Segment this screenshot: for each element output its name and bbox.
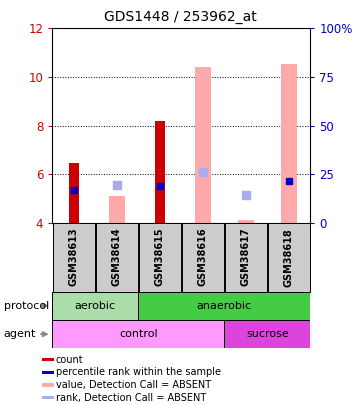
Bar: [281, 64, 297, 223]
Bar: [155, 121, 165, 223]
Text: anaerobic: anaerobic: [197, 301, 252, 311]
Text: aerobic: aerobic: [75, 301, 116, 311]
Bar: [238, 220, 254, 223]
Text: rank, Detection Call = ABSENT: rank, Detection Call = ABSENT: [56, 393, 206, 403]
Text: GSM38614: GSM38614: [112, 228, 122, 286]
Bar: [69, 163, 79, 223]
Bar: [225, 223, 267, 292]
Bar: [268, 223, 310, 292]
Text: value, Detection Call = ABSENT: value, Detection Call = ABSENT: [56, 380, 211, 390]
Text: control: control: [119, 329, 158, 339]
Bar: [43, 371, 54, 374]
Bar: [195, 67, 211, 223]
Text: agent: agent: [4, 329, 36, 339]
Text: GSM38615: GSM38615: [155, 228, 165, 286]
Bar: [52, 320, 225, 348]
Text: count: count: [56, 355, 83, 365]
Bar: [43, 358, 54, 361]
Bar: [52, 292, 138, 320]
Bar: [182, 223, 224, 292]
Bar: [139, 223, 181, 292]
Bar: [43, 396, 54, 399]
Text: GSM38618: GSM38618: [284, 228, 294, 287]
Text: sucrose: sucrose: [246, 329, 289, 339]
Text: GSM38613: GSM38613: [69, 228, 79, 286]
Bar: [109, 196, 125, 223]
Text: percentile rank within the sample: percentile rank within the sample: [56, 367, 221, 377]
Bar: [96, 223, 138, 292]
Bar: [53, 223, 95, 292]
Text: protocol: protocol: [4, 301, 49, 311]
Bar: [43, 384, 54, 387]
Text: GSM38617: GSM38617: [241, 228, 251, 286]
Text: GSM38616: GSM38616: [198, 228, 208, 286]
Text: GDS1448 / 253962_at: GDS1448 / 253962_at: [104, 10, 257, 24]
Bar: [225, 320, 310, 348]
Bar: [138, 292, 310, 320]
